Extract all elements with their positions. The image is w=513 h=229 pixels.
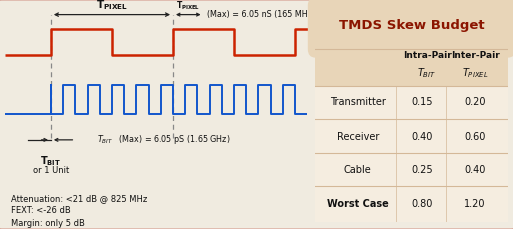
Bar [315,49,508,86]
Text: $T_{BIT}$: $T_{BIT}$ [418,66,437,80]
Text: Inter-Pair: Inter-Pair [451,51,500,60]
Text: $T_{BIT}$   (Max) = 6.05 pS (1.65 GHz): $T_{BIT}$ (Max) = 6.05 pS (1.65 GHz) [96,133,230,146]
Text: Cable: Cable [344,165,372,175]
FancyBboxPatch shape [308,0,513,58]
Text: Transmitter: Transmitter [330,97,386,107]
Text: 0.80: 0.80 [411,199,433,209]
Text: 0.25: 0.25 [411,165,433,175]
Text: $\mathbf{T_{PIXEL}}$: $\mathbf{T_{PIXEL}}$ [176,0,201,12]
Text: or 1 Unit: or 1 Unit [33,166,69,175]
Text: $\mathbf{T_{PIXEL}}$: $\mathbf{T_{PIXEL}}$ [96,0,128,12]
Text: TMDS
Data Bits: TMDS Data Bits [0,88,1,111]
Text: 0.40: 0.40 [464,165,486,175]
Text: 0.40: 0.40 [411,132,433,142]
Text: (Max) = 6.05 nS (165 MHz): (Max) = 6.05 nS (165 MHz) [207,10,314,19]
Text: TMDS Skew Budget: TMDS Skew Budget [339,19,484,32]
Text: Intra-Pair: Intra-Pair [403,51,451,60]
Text: FEXT: <-26 dB: FEXT: <-26 dB [11,207,71,215]
Text: $T_{PIXEL}$: $T_{PIXEL}$ [462,66,488,80]
Text: Worst Case: Worst Case [327,199,389,209]
Text: 0.20: 0.20 [464,97,486,107]
Text: Attenuation: <21 dB @ 825 MHz: Attenuation: <21 dB @ 825 MHz [11,194,147,203]
Text: $\mathbf{T_{BIT}}$: $\mathbf{T_{BIT}}$ [41,154,62,168]
Text: Margin: only 5 dB: Margin: only 5 dB [11,218,85,228]
Text: TMDS
Clock Signal: TMDS Clock Signal [0,30,1,53]
Text: Receiver: Receiver [337,132,379,142]
Text: 0.60: 0.60 [464,132,486,142]
Text: 1.20: 1.20 [464,199,486,209]
Text: 0.15: 0.15 [411,97,433,107]
FancyBboxPatch shape [308,0,513,229]
